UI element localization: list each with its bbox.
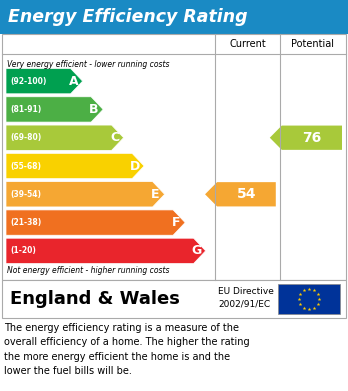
Polygon shape: [6, 125, 124, 151]
Text: B: B: [89, 103, 99, 116]
Polygon shape: [6, 210, 185, 235]
Polygon shape: [6, 238, 206, 264]
Text: (92-100): (92-100): [10, 77, 46, 86]
Text: 76: 76: [302, 131, 322, 145]
Text: EU Directive: EU Directive: [218, 287, 274, 296]
Bar: [2, 34, 346, 280]
Polygon shape: [270, 126, 342, 150]
Text: Current: Current: [229, 39, 266, 49]
Text: Energy Efficiency Rating: Energy Efficiency Rating: [8, 8, 248, 26]
Text: (1-20): (1-20): [10, 246, 36, 255]
Text: (39-54): (39-54): [10, 190, 41, 199]
Text: E: E: [151, 188, 160, 201]
Text: (69-80): (69-80): [10, 133, 41, 142]
Text: A: A: [69, 75, 78, 88]
Bar: [2, 280, 346, 318]
Text: (55-68): (55-68): [10, 161, 41, 170]
Bar: [278, 284, 340, 314]
Text: F: F: [172, 216, 180, 229]
Polygon shape: [6, 97, 103, 122]
Text: 54: 54: [237, 187, 256, 201]
Polygon shape: [6, 68, 82, 94]
Text: Not energy efficient - higher running costs: Not energy efficient - higher running co…: [7, 266, 169, 275]
Text: D: D: [130, 160, 140, 172]
Polygon shape: [205, 182, 276, 206]
Text: The energy efficiency rating is a measure of the
overall efficiency of a home. T: The energy efficiency rating is a measur…: [4, 323, 250, 376]
Text: (81-91): (81-91): [10, 105, 41, 114]
Polygon shape: [6, 182, 165, 207]
Bar: [0, 0, 348, 34]
Text: Potential: Potential: [291, 39, 334, 49]
Text: C: C: [110, 131, 119, 144]
Text: G: G: [191, 244, 202, 257]
Polygon shape: [6, 153, 144, 179]
Text: (21-38): (21-38): [10, 218, 41, 227]
Text: England & Wales: England & Wales: [10, 290, 180, 308]
Text: 2002/91/EC: 2002/91/EC: [218, 300, 270, 308]
Text: Very energy efficient - lower running costs: Very energy efficient - lower running co…: [7, 60, 169, 69]
